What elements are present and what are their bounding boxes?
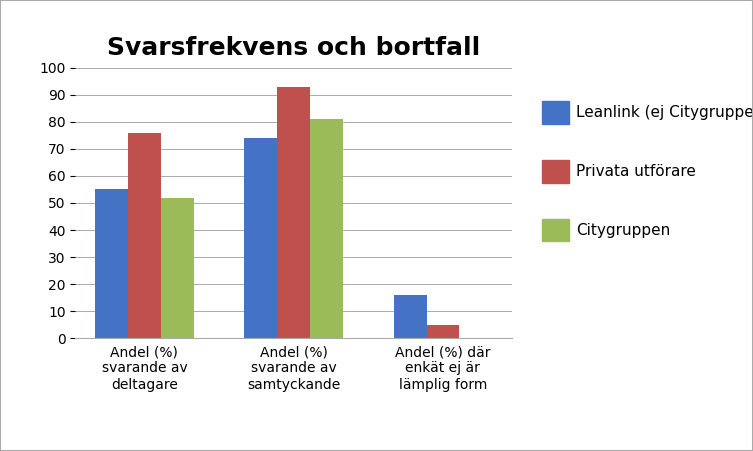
Text: Privata utförare: Privata utförare bbox=[576, 164, 696, 179]
Text: Svarsfrekvens och bortfall: Svarsfrekvens och bortfall bbox=[107, 36, 480, 60]
Bar bbox=[95, 189, 128, 338]
Bar bbox=[310, 119, 343, 338]
Bar bbox=[277, 87, 310, 338]
Text: Citygruppen: Citygruppen bbox=[576, 222, 670, 238]
Text: Leanlink (ej Citygruppen): Leanlink (ej Citygruppen) bbox=[576, 105, 753, 120]
Bar bbox=[245, 138, 277, 338]
Bar bbox=[128, 133, 161, 338]
Bar bbox=[426, 325, 459, 338]
Bar bbox=[394, 295, 426, 338]
Bar bbox=[161, 198, 194, 338]
